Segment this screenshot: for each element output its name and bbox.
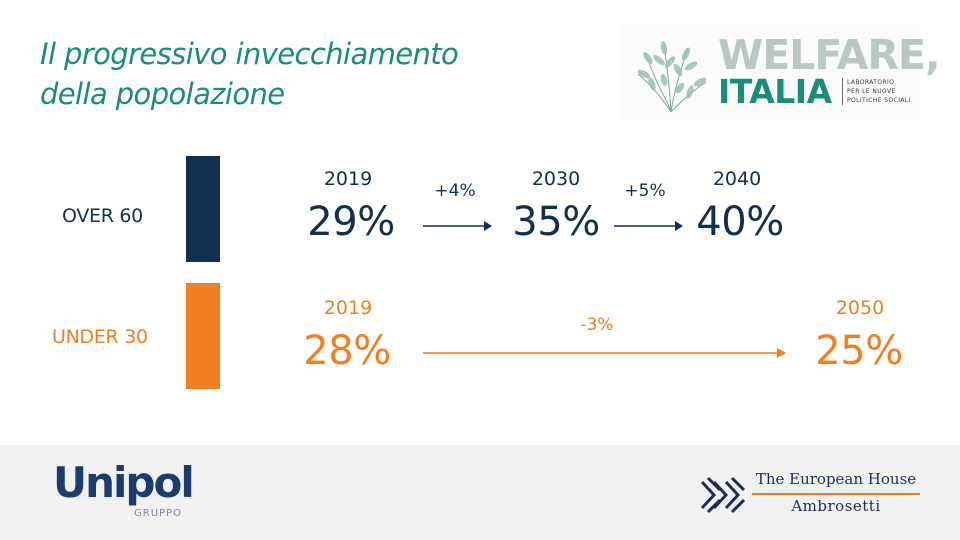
under30-bar <box>186 283 220 389</box>
unipol-logo: Unipol <box>53 458 195 507</box>
european-house-rule <box>752 493 920 495</box>
under30-value-2019: 28% <box>303 328 391 374</box>
tagline-line-2: PER LE NUOVE <box>847 88 896 95</box>
tagline-line-3: POLITICHE SOCIALI <box>847 97 911 104</box>
under30-year-2050: 2050 <box>835 297 885 319</box>
title-line-1: Il progressivo invecchiamento <box>40 37 459 71</box>
under30-value-2050: 25% <box>815 328 903 374</box>
over60-delta-2: +5% <box>624 181 666 201</box>
over60-value-2019: 29% <box>307 199 395 245</box>
under30-label: UNDER 30 <box>52 326 148 348</box>
over60-value-2030: 35% <box>512 199 600 245</box>
over60-arrow-1 <box>423 221 492 231</box>
over60-delta-1: +4% <box>434 181 476 201</box>
italia-wordmark: ITALIA <box>718 72 832 111</box>
over60-year-2019: 2019 <box>323 168 373 190</box>
title-line-2: della popolazione <box>40 77 285 111</box>
welfare-tagline: LABORATORIO PER LE NUOVE POLITICHE SOCIA… <box>842 78 918 105</box>
page-title: Il progressivo invecchiamento della popo… <box>40 34 459 114</box>
over60-bar <box>186 156 220 262</box>
welfare-italia-logo: WELFARE, ITALIA LABORATORIO PER LE NUOVE… <box>620 24 941 120</box>
under30-arrow <box>423 348 786 358</box>
over60-label: OVER 60 <box>62 205 143 227</box>
over60-year-2040: 2040 <box>712 168 762 190</box>
over60-year-2030: 2030 <box>531 168 581 190</box>
ambrosetti-name: Ambrosetti <box>791 497 881 515</box>
welfare-wordmark: WELFARE, <box>718 31 941 79</box>
tagline-line-1: LABORATORIO <box>847 79 895 86</box>
unipol-gruppo-label: GRUPPO <box>134 508 182 519</box>
over60-arrow-2 <box>614 221 683 231</box>
under30-year-2019: 2019 <box>323 297 373 319</box>
over60-value-2040: 40% <box>696 199 784 245</box>
european-house-name: The European House <box>755 470 917 488</box>
under30-delta: -3% <box>580 315 614 335</box>
olive-branch-icon <box>637 41 707 113</box>
european-house-emblem-icon <box>700 476 746 514</box>
footer-band <box>0 445 960 540</box>
